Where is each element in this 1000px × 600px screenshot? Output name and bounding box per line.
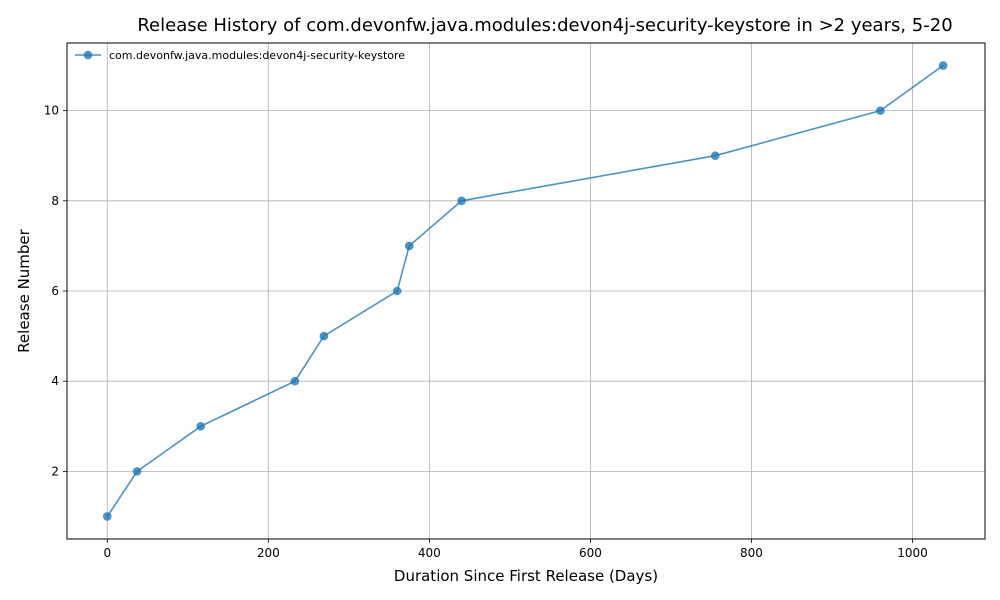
data-point bbox=[196, 421, 205, 431]
data-point bbox=[319, 331, 329, 341]
data-point bbox=[876, 106, 885, 115]
y-tick-label: 8 bbox=[51, 194, 59, 208]
x-axis-label: Duration Since First Release (Days) bbox=[394, 567, 658, 585]
x-tick-label: 400 bbox=[418, 546, 441, 560]
x-tick-label: 0 bbox=[103, 546, 111, 560]
legend: com.devonfw.java.modules:devon4j-securit… bbox=[75, 49, 405, 62]
data-point bbox=[710, 151, 720, 161]
axis-ticks: 0 200 400 600 800 1000 2 4 6 8 10 bbox=[44, 104, 928, 560]
y-tick-label: 10 bbox=[44, 104, 59, 118]
y-tick-label: 4 bbox=[51, 374, 59, 388]
x-tick-label: 600 bbox=[579, 546, 602, 560]
data-point bbox=[404, 241, 414, 251]
legend-marker bbox=[83, 50, 93, 60]
x-tick-label: 1000 bbox=[897, 546, 928, 560]
series-layer bbox=[102, 61, 948, 521]
data-point bbox=[457, 196, 466, 206]
data-point bbox=[938, 61, 948, 70]
data-point bbox=[102, 512, 112, 521]
grid-lines bbox=[67, 43, 985, 539]
legend-label: com.devonfw.java.modules:devon4j-securit… bbox=[109, 49, 405, 62]
y-tick-label: 6 bbox=[51, 284, 59, 298]
x-tick-label: 200 bbox=[257, 546, 280, 560]
x-tick-label: 800 bbox=[740, 546, 763, 560]
data-point bbox=[392, 286, 402, 296]
data-point bbox=[290, 376, 300, 386]
y-tick-label: 2 bbox=[51, 464, 59, 478]
y-axis-label: Release Number bbox=[15, 228, 33, 352]
chart-title: Release History of com.devonfw.java.modu… bbox=[137, 15, 952, 36]
data-point bbox=[132, 467, 142, 476]
